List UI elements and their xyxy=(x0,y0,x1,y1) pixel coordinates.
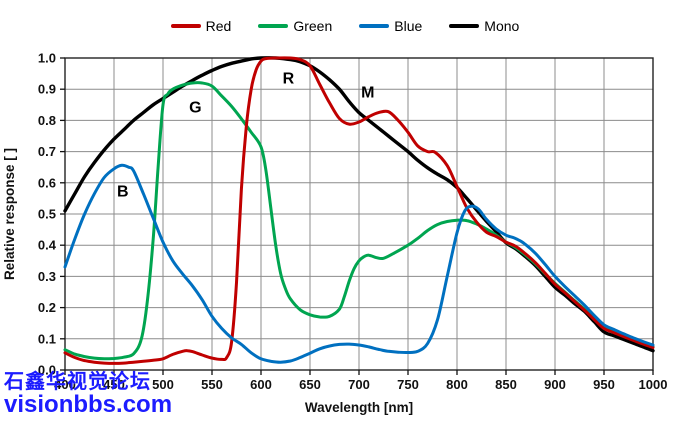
legend-label: Green xyxy=(293,18,333,34)
curve-label-M: M xyxy=(361,85,374,102)
y-tick-label-0.2: 0.2 xyxy=(38,300,56,315)
legend-label: Mono xyxy=(484,18,520,34)
y-tick-label-0.6: 0.6 xyxy=(38,175,56,190)
x-tick-label-500: 500 xyxy=(152,377,174,392)
x-tick-label-750: 750 xyxy=(397,377,419,392)
legend-item-blue: Blue xyxy=(359,19,422,33)
x-tick-label-400: 400 xyxy=(54,377,76,392)
curve-labels: M G R B xyxy=(117,70,374,200)
x-tick-label-600: 600 xyxy=(250,377,272,392)
x-tick-label-700: 700 xyxy=(348,377,370,392)
series-line-red xyxy=(63,56,655,365)
x-tick-label-850: 850 xyxy=(495,377,517,392)
y-tick-label-0.5: 0.5 xyxy=(38,207,56,222)
blue-line-swatch xyxy=(359,24,390,28)
x-tick-label-1000: 1000 xyxy=(639,377,668,392)
y-tick-label-0.4: 0.4 xyxy=(38,238,57,253)
legend-label: Blue xyxy=(394,18,423,34)
y-tick-label-0.7: 0.7 xyxy=(38,144,56,159)
x-tick-label-800: 800 xyxy=(446,377,468,392)
y-tick-label-0.9: 0.9 xyxy=(38,82,56,97)
chart-legend: Red Green Blue Mono xyxy=(0,19,690,33)
x-tick-label-450: 450 xyxy=(103,377,125,392)
y-tick-label-0.8: 0.8 xyxy=(38,113,56,128)
x-tick-label-650: 650 xyxy=(299,377,321,392)
y-axis-title: Relative response [ ] xyxy=(2,148,17,280)
axes-and-ticks: 400 450 500 550 600 650 700 750 800 850 900 950 1000… xyxy=(38,51,668,393)
curve-label-R: R xyxy=(283,70,295,87)
x-tick-label-950: 950 xyxy=(593,377,615,392)
legend-label: Red xyxy=(205,18,232,34)
green-line-swatch xyxy=(258,24,289,28)
x-tick-label-550: 550 xyxy=(201,377,223,392)
y-tick-label-1: 1.0 xyxy=(38,51,56,66)
curve-label-G: G xyxy=(189,99,201,116)
y-tick-label-0.3: 0.3 xyxy=(38,269,56,284)
curve-label-B: B xyxy=(117,183,129,200)
legend-item-mono: Mono xyxy=(449,19,519,33)
legend-item-red: Red xyxy=(170,18,232,34)
legend-item-green: Green xyxy=(258,19,332,33)
x-tick-label-900: 900 xyxy=(544,377,566,392)
watermark: 石鑫华视觉论坛 visionbbs.com xyxy=(4,372,172,418)
series-line-blue xyxy=(63,163,655,364)
watermark-site-name: 石鑫华视觉论坛 xyxy=(4,371,151,393)
series-curves xyxy=(63,56,655,365)
mono-line-swatch xyxy=(449,24,480,28)
y-tick-label-0.1: 0.1 xyxy=(38,331,56,346)
watermark-site-url: visionbbs.com xyxy=(4,390,173,418)
y-tick-label-0: 0.0 xyxy=(38,363,56,378)
red-line-swatch xyxy=(170,24,201,28)
series-line-mono xyxy=(63,56,655,353)
x-axis-title: Wavelength [nm] xyxy=(305,400,413,415)
